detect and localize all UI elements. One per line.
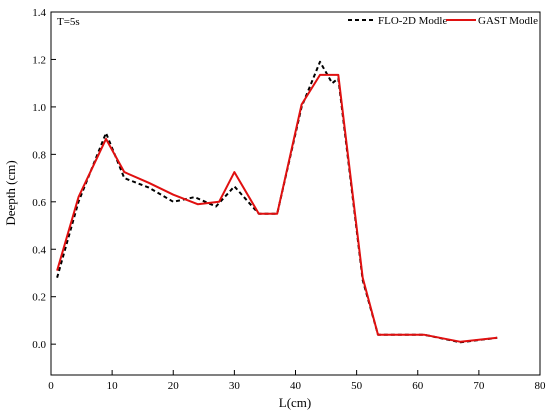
x-tick-label: 0 <box>48 380 54 392</box>
x-tick-label: 60 <box>412 380 424 392</box>
plot-frame <box>50 11 541 376</box>
x-tick-label: 20 <box>168 380 180 392</box>
annotation-time: T=5s <box>57 16 80 28</box>
y-tick-label: 0.6 <box>32 197 46 209</box>
y-tick-label: 0.4 <box>32 244 46 256</box>
y-tick-label: 1.2 <box>32 54 46 66</box>
series-line-gast <box>56 73 498 343</box>
x-axis-label: L(cm) <box>279 395 311 410</box>
legend-label-gast: GAST Modle <box>478 15 538 27</box>
y-tick-label: 0.8 <box>32 149 46 161</box>
series-lines <box>56 60 498 344</box>
legend-label-flo2d: FLO-2D Modle <box>378 15 447 27</box>
x-tick-label: 10 <box>107 380 119 392</box>
y-tick-label: 0.2 <box>32 292 46 304</box>
y-axis-label: Deepth (cm) <box>3 160 18 225</box>
series-line-flo2d <box>56 60 498 344</box>
x-tick-label: 70 <box>473 380 485 392</box>
x-tick-label: 80 <box>535 380 547 392</box>
axis-ticks: 0 10 20 30 40 50 60 70 80 0.0 0.2 0.4 0.6 0.8 1.0 1.2 1.… <box>32 7 546 392</box>
y-tick-label: 0.0 <box>32 339 46 351</box>
y-tick-label: 1.4 <box>32 7 46 19</box>
x-tick-label: 50 <box>351 380 363 392</box>
legend: FLO-2D Modle GAST Modle <box>348 15 538 27</box>
x-tick-label: 40 <box>290 380 302 392</box>
y-tick-label: 1.0 <box>32 102 46 114</box>
x-tick-label: 30 <box>229 380 241 392</box>
